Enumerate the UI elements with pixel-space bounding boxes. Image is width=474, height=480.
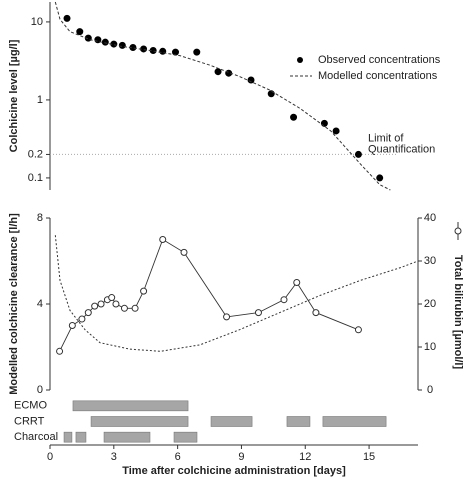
legend-symbol xyxy=(454,227,462,235)
data-point xyxy=(112,300,120,308)
interval-bar xyxy=(322,416,387,427)
interval-bar xyxy=(63,431,73,443)
row-label: ECMO xyxy=(14,400,47,412)
data-point xyxy=(254,309,262,317)
y2-tick-label: 20 xyxy=(424,298,436,310)
data-point xyxy=(223,313,231,321)
y-axis-label: Colchicine level [µg/l] xyxy=(8,39,20,152)
legend-label: Observed concentrations xyxy=(318,54,441,66)
data-point xyxy=(159,236,167,243)
series-line xyxy=(54,1,391,191)
y-tick-label: 1 xyxy=(37,94,43,106)
y-tick-label: 0.1 xyxy=(28,172,43,184)
x-tick-label: 12 xyxy=(299,451,311,463)
y-tick-label: 0 xyxy=(37,384,43,396)
data-point xyxy=(332,127,340,135)
data-point xyxy=(290,113,298,121)
y2-tick-label: 0 xyxy=(427,384,433,396)
series-line xyxy=(54,235,419,352)
data-point xyxy=(320,119,328,127)
data-point xyxy=(76,28,84,36)
row-label: CRRT xyxy=(14,415,45,427)
data-point xyxy=(91,302,99,310)
y-tick-label: 8 xyxy=(37,212,43,224)
data-point xyxy=(280,296,288,304)
interval-bar xyxy=(173,431,198,443)
x-tick-label: 3 xyxy=(111,451,117,463)
data-point xyxy=(131,304,139,312)
data-point xyxy=(63,14,71,22)
data-point xyxy=(293,279,301,286)
data-point xyxy=(354,326,362,334)
data-point xyxy=(56,347,64,355)
row-label: Charcoal xyxy=(14,431,58,443)
y-tick-label: 4 xyxy=(37,298,43,310)
x-tick-label: 6 xyxy=(175,451,181,463)
data-point xyxy=(68,322,76,329)
data-point xyxy=(118,41,126,49)
data-point xyxy=(78,315,86,323)
interval-bar xyxy=(286,416,311,427)
data-point xyxy=(120,304,128,312)
y-axis-label: Modelled colchicine clearance [l/h] xyxy=(8,213,20,395)
data-point xyxy=(312,309,320,317)
data-point xyxy=(376,174,384,182)
data-point xyxy=(108,294,116,302)
annotation: Limit of xyxy=(368,132,404,144)
data-point xyxy=(180,248,188,256)
y2-tick-label: 10 xyxy=(424,341,436,353)
interval-bar xyxy=(75,431,87,443)
legend-label: Modelled concentrations xyxy=(318,70,438,82)
data-point xyxy=(193,48,201,56)
data-point xyxy=(97,300,105,308)
data-point xyxy=(84,309,92,317)
x-axis-label: Time after colchicine administration [da… xyxy=(122,465,346,477)
y2-tick-label: 40 xyxy=(424,212,436,224)
legend-marker xyxy=(297,57,303,63)
interval-bar xyxy=(210,416,253,427)
data-point xyxy=(140,287,148,295)
interval-bar xyxy=(72,400,189,412)
x-tick-label: 15 xyxy=(363,451,375,463)
annotation: Quantification xyxy=(368,143,435,155)
data-point xyxy=(354,150,362,158)
y-tick-label: 10 xyxy=(31,16,43,28)
interval-bar xyxy=(90,416,189,427)
interval-bar xyxy=(103,431,151,443)
data-point xyxy=(214,68,222,76)
series-line xyxy=(59,238,359,352)
y-tick-label: 0.2 xyxy=(28,148,43,160)
x-tick-label: 9 xyxy=(238,451,244,463)
data-point xyxy=(101,38,109,46)
y2-tick-label: 30 xyxy=(424,255,436,267)
y2-axis-label: Total bilirubin [µmol/l] xyxy=(452,255,464,370)
x-tick-label: 0 xyxy=(47,451,53,463)
data-point xyxy=(267,90,275,98)
